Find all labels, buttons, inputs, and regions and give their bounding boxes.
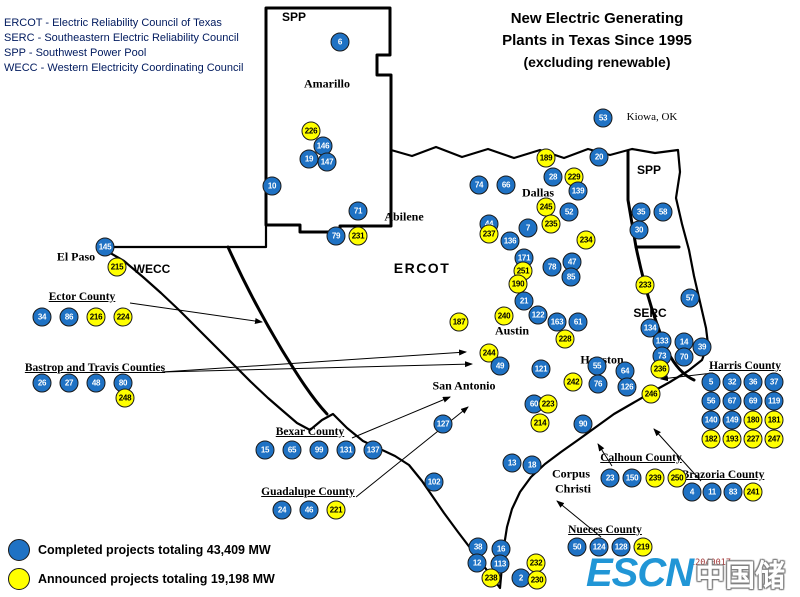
texas-outline	[98, 6, 710, 590]
completed-swatch-icon	[8, 539, 30, 561]
legend-row-announced: Announced projects totaling 19,198 MW	[8, 567, 275, 591]
watermark-code: 12040017	[690, 558, 731, 568]
title-line-1: New Electric Generating	[510, 10, 684, 27]
acronym-serc: SERC - Southeastern Electric Reliability…	[4, 31, 239, 44]
legend-row-completed: Completed projects totaling 43,409 MW	[8, 538, 275, 562]
wecc-ercot-boundary	[226, 245, 329, 416]
acronym-wecc: WECC - Western Electricity Coordinating …	[4, 61, 244, 74]
spp-panhandle-boundary	[264, 6, 393, 234]
acronym-legend: ERCOT - Electric Reliability Council of …	[4, 16, 243, 75]
acronym-spp: SPP - Southwest Power Pool	[4, 46, 147, 59]
completed-legend-label: Completed projects totaling 43,409 MW	[38, 543, 271, 557]
page-title: New Electric Generating Plants in Texas …	[448, 8, 746, 73]
announced-swatch-icon	[8, 568, 30, 590]
title-line-3: (excluding renewable)	[523, 53, 671, 70]
escn-watermark: ESCN 中国储能网	[586, 551, 800, 597]
map-legend: Completed projects totaling 43,409 MW An…	[8, 538, 275, 596]
announced-legend-label: Announced projects totaling 19,198 MW	[38, 572, 275, 586]
title-line-2: Plants in Texas Since 1995	[502, 31, 692, 49]
escn-chinese-text: 中国储能网	[695, 559, 786, 594]
escn-logo-text: ESCN	[586, 551, 694, 595]
acronym-ercot: ERCOT - Electric Reliability Council of …	[4, 17, 222, 29]
